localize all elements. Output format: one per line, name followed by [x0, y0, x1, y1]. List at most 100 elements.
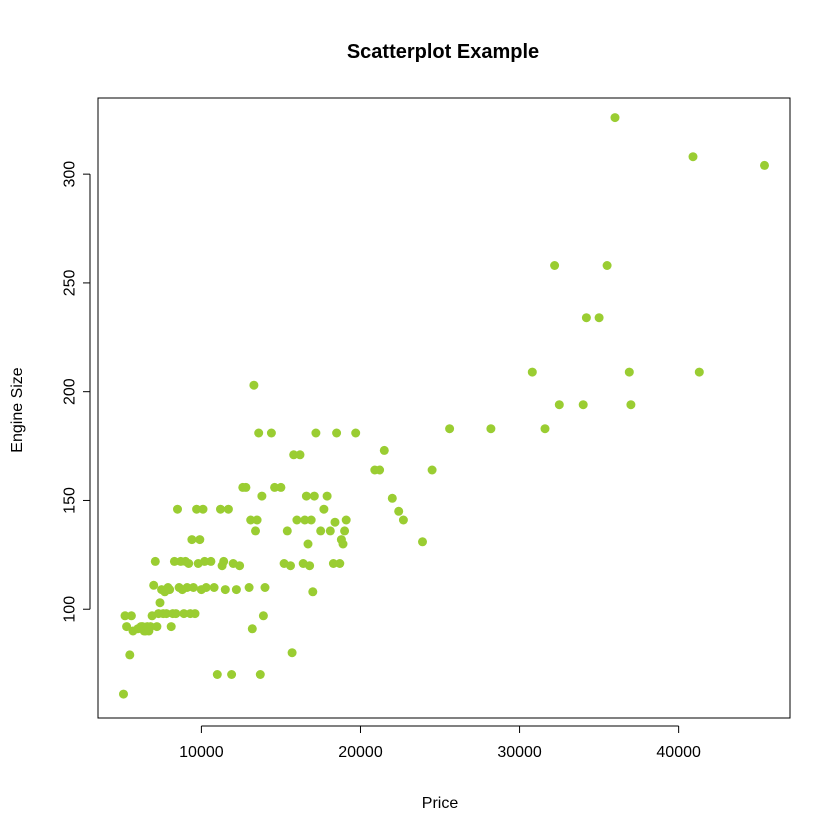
data-point [126, 611, 136, 621]
y-tick-label: 150 [62, 487, 79, 514]
y-tick-label: 200 [62, 378, 79, 405]
data-point [303, 539, 313, 549]
data-point [187, 535, 197, 545]
data-point [257, 491, 267, 501]
data-point [206, 556, 216, 566]
y-tick-label: 100 [62, 596, 79, 623]
data-point [244, 583, 254, 592]
data-point [626, 400, 636, 410]
data-point [554, 400, 564, 410]
data-point [212, 670, 222, 679]
y-tick-label: 300 [62, 161, 79, 188]
data-point [276, 482, 286, 492]
data-point [594, 313, 604, 323]
y-axis-label: Engine Size [9, 367, 26, 452]
data-point [301, 491, 311, 501]
data-point [308, 587, 318, 597]
data-point [306, 515, 316, 525]
data-point [427, 465, 437, 475]
data-point [330, 517, 340, 527]
data-point [305, 561, 315, 571]
data-point [316, 526, 326, 536]
data-point [387, 493, 397, 503]
data-point [146, 622, 155, 632]
data-point [398, 515, 408, 525]
data-point [295, 450, 305, 460]
data-point [540, 424, 550, 434]
data-point [223, 504, 233, 514]
data-point [152, 622, 162, 632]
data-point [165, 585, 175, 595]
data-point [289, 450, 299, 460]
data-point [688, 152, 698, 162]
data-point [328, 559, 338, 568]
x-tick-label: 40000 [656, 744, 701, 761]
data-point [332, 428, 342, 438]
x-tick-label: 20000 [338, 744, 383, 761]
data-point [198, 504, 208, 514]
x-tick-label: 30000 [497, 744, 542, 761]
data-point [195, 535, 205, 545]
data-point [486, 424, 496, 434]
data-point [319, 504, 329, 514]
data-point [231, 585, 241, 595]
y-axis: 100 150 200 250 300 [62, 161, 91, 623]
data-point [394, 506, 404, 516]
data-point [169, 556, 179, 566]
data-point [341, 515, 351, 525]
x-tick-label: 10000 [179, 744, 224, 761]
data-point [184, 559, 194, 568]
data-point [550, 261, 560, 270]
data-point [220, 585, 230, 595]
data-point [266, 428, 276, 438]
data-point [119, 689, 128, 699]
plot-frame [97, 97, 791, 719]
data-point [219, 556, 229, 566]
y-tick-label: 250 [62, 269, 79, 296]
data-point [300, 515, 310, 525]
data-point [581, 313, 591, 323]
data-point [150, 556, 160, 566]
data-point [624, 367, 634, 377]
data-point [173, 504, 182, 514]
x-axis: 10000 20000 30000 40000 [179, 725, 701, 761]
data-point [120, 611, 130, 621]
data-point [190, 609, 200, 619]
data-point [610, 113, 620, 123]
data-point [149, 580, 159, 590]
data-point [286, 561, 295, 571]
data-point [122, 622, 132, 632]
data-point [340, 526, 350, 536]
data-point [155, 598, 165, 608]
data-point [182, 583, 192, 592]
data-point [258, 611, 268, 621]
data-point [578, 400, 588, 410]
data-point [260, 583, 270, 592]
data-point [235, 561, 245, 571]
data-point [338, 539, 348, 549]
data-point [602, 261, 612, 270]
data-point [179, 609, 189, 619]
data-point [241, 482, 251, 492]
data-point [227, 670, 237, 679]
data-point [200, 556, 210, 566]
data-point [216, 504, 225, 514]
x-axis-label: Price [422, 795, 459, 812]
data-point [192, 504, 202, 514]
data-point [322, 491, 332, 501]
chart-title: Scatterplot Example [347, 41, 539, 63]
data-point [527, 367, 537, 377]
data-point [282, 526, 292, 536]
data-point [252, 515, 262, 525]
data-point [201, 583, 211, 592]
data-point [445, 424, 455, 434]
data-point [255, 670, 265, 679]
data-point [188, 583, 198, 592]
data-point [335, 559, 345, 568]
data-point [379, 445, 389, 455]
data-point [351, 428, 361, 438]
data-point [171, 609, 181, 619]
data-point [254, 428, 264, 438]
data-point [125, 650, 135, 660]
data-point [292, 515, 302, 525]
